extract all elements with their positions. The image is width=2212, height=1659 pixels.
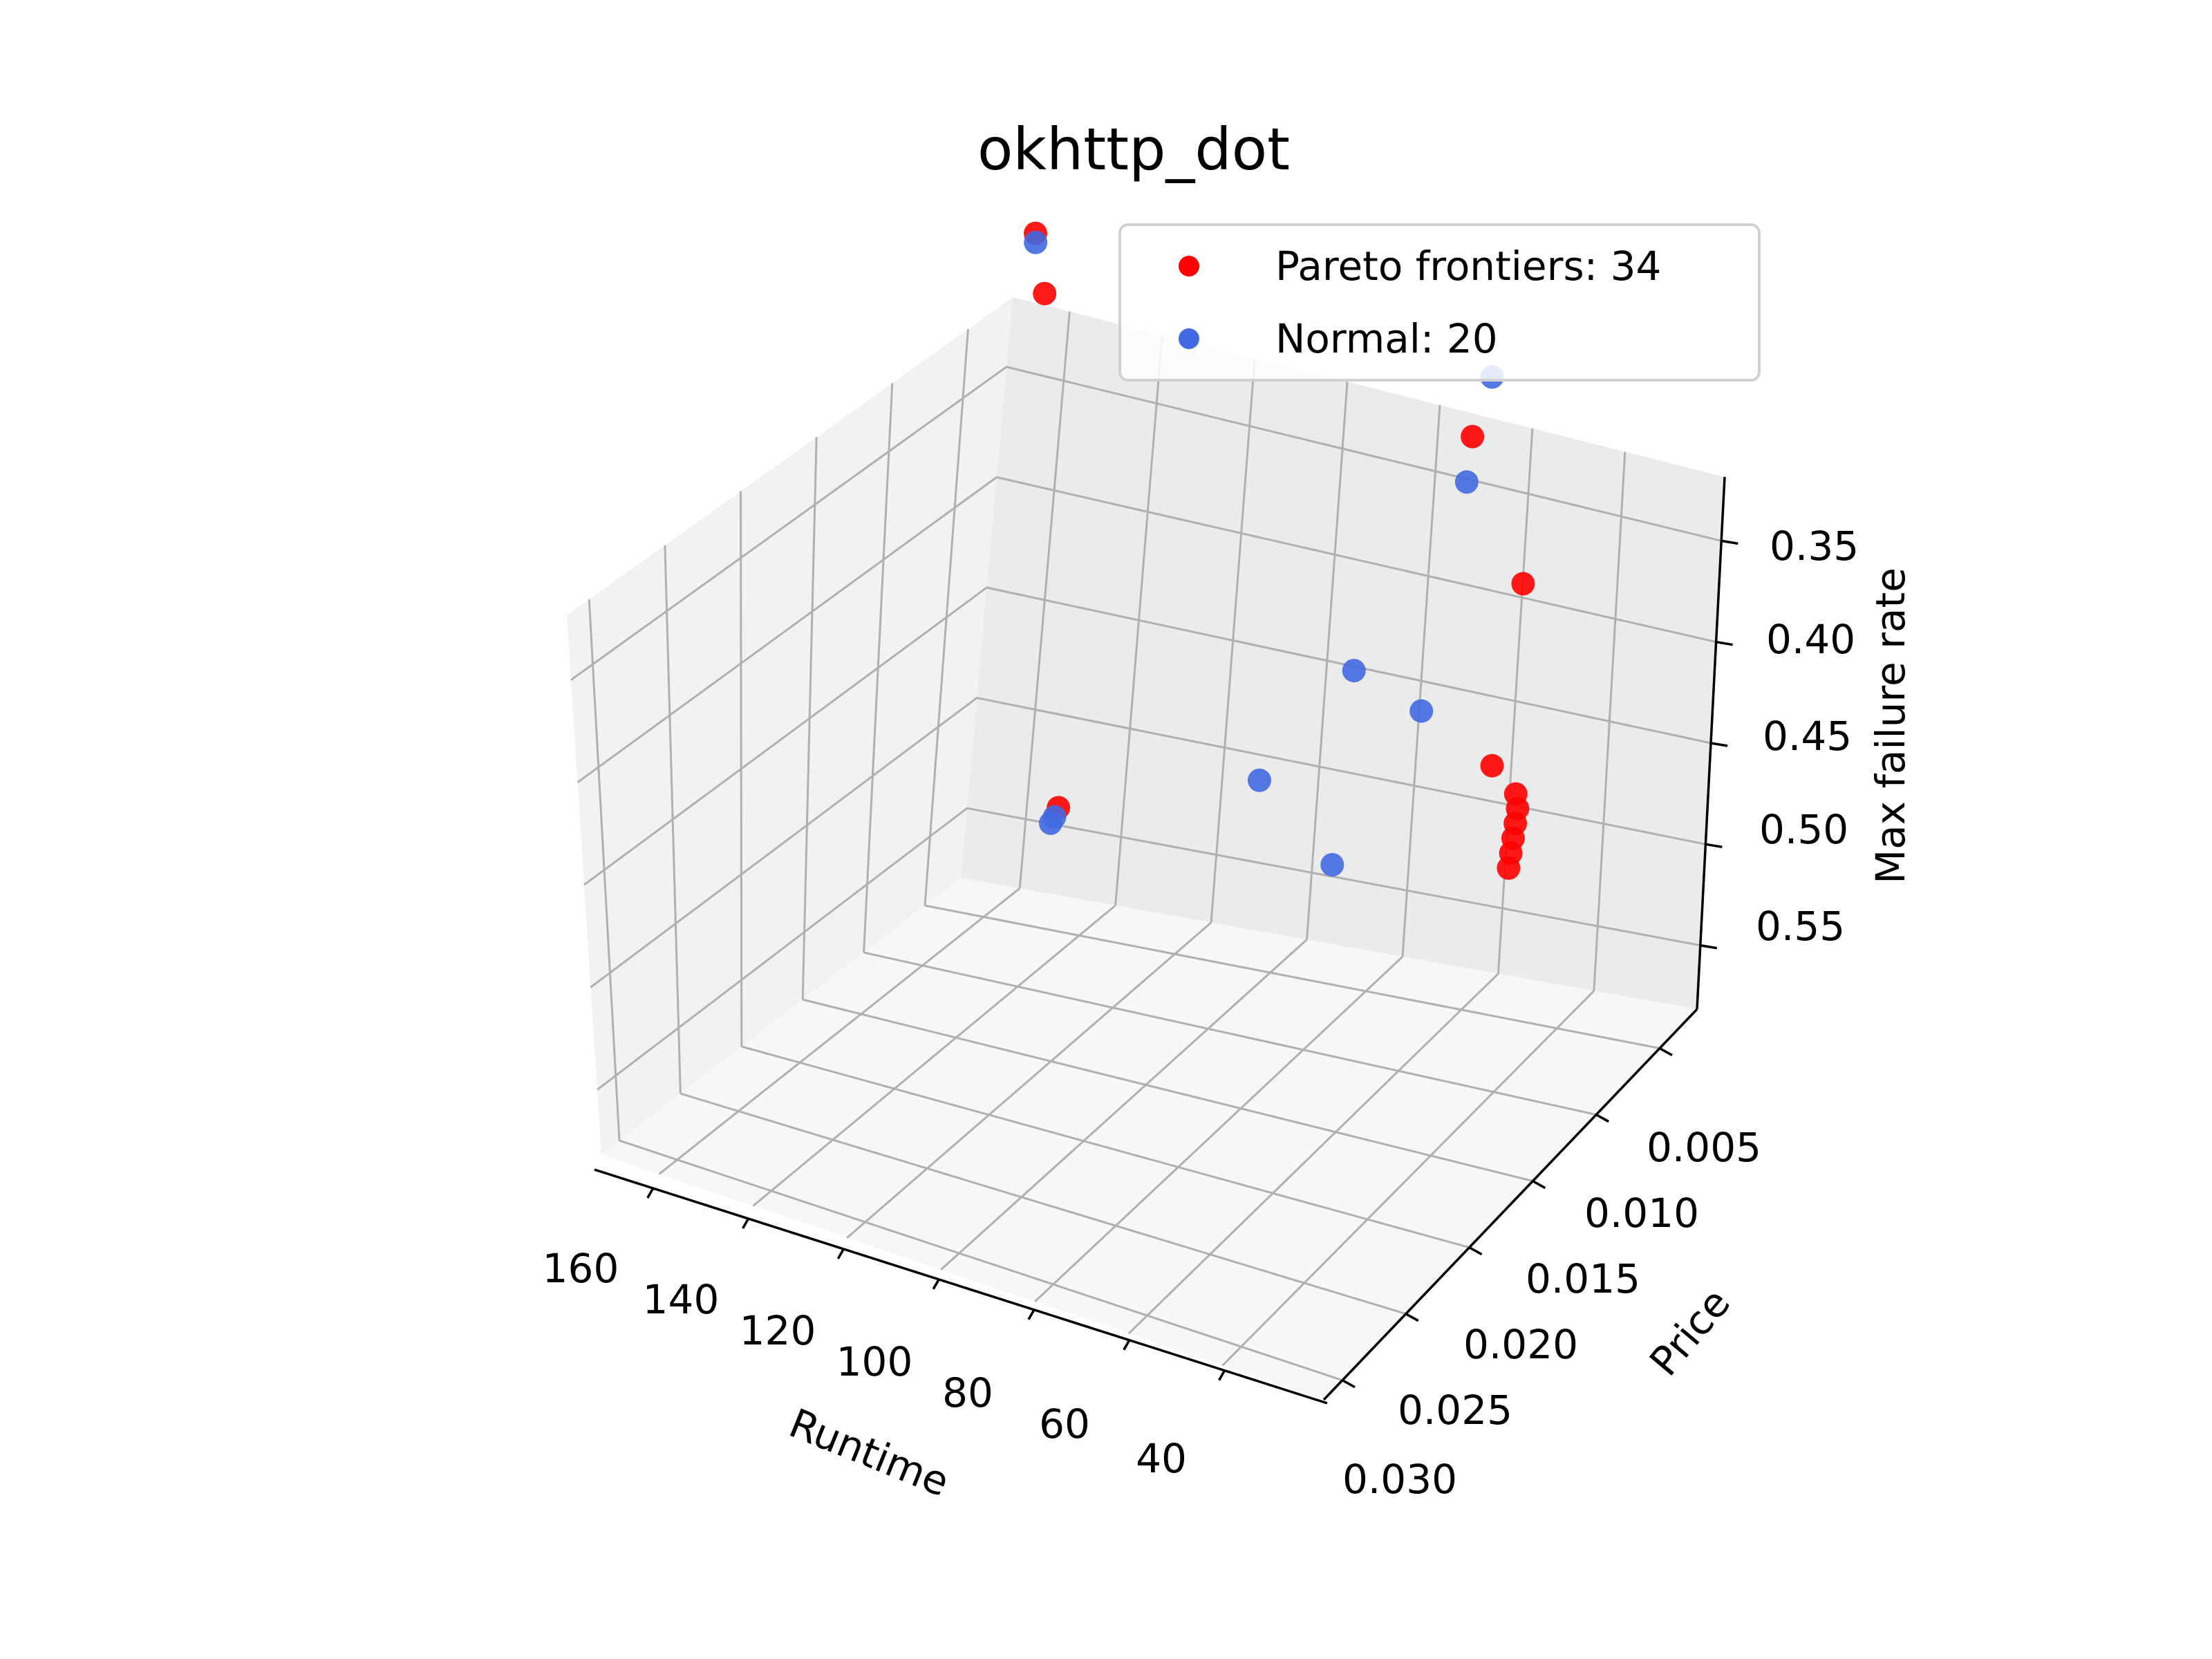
axes bbox=[594, 476, 1738, 1405]
x-tick bbox=[742, 1218, 750, 1229]
y-tick bbox=[1468, 1246, 1483, 1256]
pareto-point bbox=[1480, 753, 1504, 778]
x-axis-line bbox=[594, 1168, 1328, 1405]
x-tick-label: 60 bbox=[1039, 1400, 1090, 1447]
pareto-point bbox=[1497, 856, 1521, 880]
z-tick bbox=[1721, 539, 1738, 545]
grid-line-x bbox=[846, 921, 1212, 1239]
legend-label-normal: Normal: 20 bbox=[1275, 315, 1498, 362]
z-tick bbox=[1710, 742, 1728, 747]
y-tick bbox=[1532, 1180, 1546, 1190]
y-axis-line bbox=[1322, 1008, 1698, 1401]
normal-point bbox=[1248, 768, 1271, 792]
pane-left bbox=[567, 297, 1013, 1154]
grid-line-z bbox=[597, 807, 1701, 1091]
z-tick-label: 0.40 bbox=[1766, 616, 1855, 663]
legend: Pareto frontiers: 34 Normal: 20 bbox=[1118, 223, 1761, 382]
x-tick-label: 160 bbox=[543, 1245, 619, 1292]
normal-point bbox=[1342, 659, 1366, 683]
x-tick-label: 120 bbox=[740, 1307, 816, 1354]
grid-line-z bbox=[577, 476, 1716, 784]
grid-lines bbox=[570, 311, 1722, 1382]
y-tick-label: 0.030 bbox=[1342, 1456, 1457, 1503]
z-tick-label: 0.45 bbox=[1763, 713, 1852, 760]
grid-line-x bbox=[1033, 955, 1404, 1303]
pareto-point bbox=[1461, 424, 1485, 449]
z-tick bbox=[1705, 843, 1723, 849]
legend-label-pareto: Pareto frontiers: 34 bbox=[1275, 243, 1661, 290]
legend-marker-pareto bbox=[1179, 256, 1199, 276]
x-tick bbox=[1027, 1309, 1035, 1320]
y-tick-label: 0.010 bbox=[1584, 1190, 1699, 1237]
y-tick bbox=[1342, 1379, 1356, 1389]
chart-title: okhttp_dot bbox=[977, 115, 1290, 183]
x-tick bbox=[932, 1278, 940, 1290]
pane-back bbox=[961, 297, 1725, 1009]
x-tick-label: 40 bbox=[1136, 1435, 1187, 1482]
grid-line-z bbox=[570, 366, 1722, 681]
grid-line-x bbox=[1127, 973, 1499, 1335]
y-axis-title: Price bbox=[1640, 1280, 1739, 1385]
z-tick-label: 0.55 bbox=[1756, 903, 1845, 950]
grid-line-y bbox=[802, 998, 1533, 1183]
grid-line-y bbox=[741, 1045, 1470, 1249]
y-tick bbox=[1405, 1313, 1419, 1322]
z-tick bbox=[1716, 640, 1733, 646]
x-tick-label: 100 bbox=[836, 1338, 913, 1385]
x-axis-title: Runtime bbox=[782, 1400, 955, 1506]
pareto-point bbox=[1033, 281, 1057, 306]
grid-line-x bbox=[1221, 990, 1595, 1367]
x-tick bbox=[836, 1248, 845, 1259]
grid-line-x bbox=[658, 888, 1021, 1175]
y-tick bbox=[1659, 1047, 1673, 1057]
z-tick-label: 0.35 bbox=[1770, 523, 1859, 570]
normal-point bbox=[1320, 853, 1344, 877]
tick-labels: 160 140 120 100 80 60 40 0.005 0.010 0.015 0.020 0.… bbox=[543, 523, 1859, 1503]
normal-point bbox=[1409, 699, 1434, 723]
data-points bbox=[1024, 221, 1535, 880]
x-tick-label: 80 bbox=[942, 1369, 993, 1416]
z-tick bbox=[1700, 944, 1718, 950]
x-tick bbox=[1218, 1369, 1226, 1381]
y-tick-label: 0.025 bbox=[1398, 1387, 1512, 1434]
pane-floor bbox=[601, 878, 1697, 1400]
x-tick bbox=[646, 1188, 655, 1199]
normal-point bbox=[1454, 470, 1479, 494]
y-tick-label: 0.005 bbox=[1647, 1124, 1761, 1171]
z-axis-title: Max failure rate bbox=[1867, 568, 1914, 884]
x-tick bbox=[1123, 1339, 1131, 1351]
normal-point bbox=[1038, 811, 1062, 835]
grid-line-z bbox=[590, 696, 1706, 988]
legend-box bbox=[1118, 223, 1761, 382]
y-tick bbox=[1595, 1114, 1610, 1123]
grid-line-z bbox=[583, 586, 1712, 886]
grid-line-y bbox=[619, 1139, 1343, 1382]
grid-line-y bbox=[679, 1092, 1407, 1315]
normal-point bbox=[1024, 230, 1048, 254]
grid-line-x bbox=[752, 904, 1116, 1207]
y-tick-label: 0.020 bbox=[1463, 1321, 1578, 1368]
legend-marker-normal bbox=[1179, 328, 1199, 349]
pareto-point bbox=[1511, 572, 1535, 596]
grid-line-y bbox=[924, 904, 1660, 1049]
grid-line-x bbox=[940, 939, 1308, 1271]
y-tick-label: 0.015 bbox=[1526, 1255, 1640, 1302]
grid-line-y bbox=[863, 951, 1597, 1116]
x-tick-label: 140 bbox=[643, 1276, 720, 1323]
z-tick-label: 0.50 bbox=[1759, 806, 1848, 853]
